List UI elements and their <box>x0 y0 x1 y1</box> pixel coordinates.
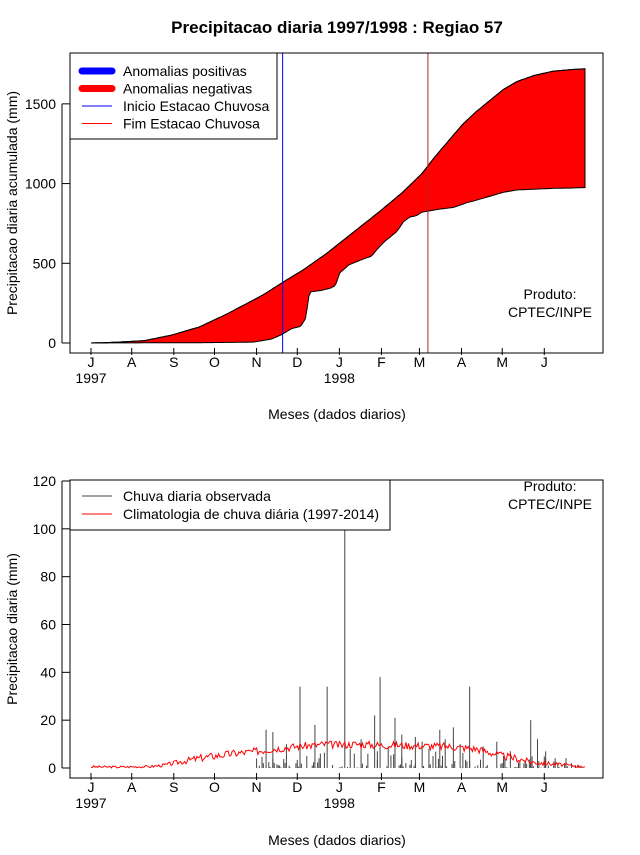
bottom-legend-label: Climatologia de chuva diária (1997-2014) <box>123 506 379 522</box>
bottom-year-label: 1998 <box>324 795 355 811</box>
bottom-y-tick-label: 60 <box>40 617 56 633</box>
bottom-y-tick-label: 100 <box>33 521 57 537</box>
bottom-plot-area <box>90 528 586 769</box>
bottom-y-tick-label: 40 <box>40 664 56 680</box>
bottom-x-tick-label: D <box>292 779 302 795</box>
bottom-x-tick-label: M <box>496 779 508 795</box>
bottom-y-tick-label: 0 <box>48 760 56 776</box>
top-year-label: 1997 <box>75 370 106 386</box>
bottom-x-axis-label: Meses (dados diarios) <box>268 832 406 848</box>
top-x-tick-label: D <box>292 354 302 370</box>
bottom-x-tick-label: S <box>169 779 178 795</box>
top-x-tick-label: A <box>127 354 137 370</box>
bottom-y-tick-label: 80 <box>40 569 56 585</box>
top-x-tick-label: O <box>209 354 220 370</box>
bottom-credit-line-2: CPTEC/INPE <box>508 496 592 512</box>
top-legend-label: Anomalias negativas <box>123 81 252 97</box>
climatology-cumulative-line <box>90 68 586 344</box>
bottom-legend: Chuva diaria observada Climatologia de ch… <box>69 479 391 531</box>
top-plot-frame <box>69 52 604 354</box>
top-y-tick-label: 0 <box>48 335 56 351</box>
bottom-y-axis-label: Precipitacao diaria (mm) <box>4 553 20 705</box>
bottom-x-tick-label: J <box>541 779 548 795</box>
top-x-tick-label: S <box>169 354 178 370</box>
bottom-y-tick-label: 120 <box>33 473 57 489</box>
bottom-x-tick-label: F <box>377 779 386 795</box>
chart-title: Precipitacao diaria 1997/1998 : Regiao 5… <box>171 18 503 37</box>
top-y-axis-label: Precipitacao diaria acumulada (mm) <box>4 91 20 315</box>
top-x-tick-label: J <box>336 354 343 370</box>
top-legend-label: Fim Estacao Chuvosa <box>123 116 260 132</box>
top-x-tick-label: N <box>252 354 262 370</box>
bottom-credit-line-1: Produto: <box>524 478 577 494</box>
top-y-tick-label: 1000 <box>25 176 56 192</box>
top-x-axis-label: Meses (dados diarios) <box>268 406 406 422</box>
top-year-label: 1998 <box>324 370 355 386</box>
top-x-tick-label: A <box>457 354 467 370</box>
top-legend-label: Inicio Estacao Chuvosa <box>123 98 270 114</box>
top-legend: Anomalias positivas Anomalias negativasIn… <box>69 52 278 140</box>
bottom-x-tick-label: A <box>457 779 467 795</box>
bottom-x-tick-label: J <box>336 779 343 795</box>
climatology-daily-line <box>90 739 586 769</box>
bottom-legend-box <box>69 479 391 531</box>
top-x-tick-label: M <box>496 354 508 370</box>
top-plot-area <box>90 53 586 353</box>
bottom-y-tick-label: 20 <box>40 712 56 728</box>
top-legend-label: Anomalias positivas <box>123 63 247 79</box>
top-credit-line-1: Produto: <box>524 286 577 302</box>
bottom-x-tick-label: M <box>414 779 426 795</box>
top-x-tick-label: F <box>377 354 386 370</box>
bottom-x-tick-label: A <box>127 779 137 795</box>
top-legend-box <box>69 52 278 140</box>
top-x-tick-label: J <box>88 354 95 370</box>
top-x-tick-label: M <box>414 354 426 370</box>
top-y-tick-label: 1500 <box>25 96 56 112</box>
bottom-legend-label: Chuva diaria observada <box>123 488 271 504</box>
top-credit-line-2: CPTEC/INPE <box>508 304 592 320</box>
top-y-tick-label: 500 <box>33 255 57 271</box>
bottom-year-label: 1997 <box>75 795 106 811</box>
bottom-x-tick-label: N <box>252 779 262 795</box>
bottom-x-tick-label: J <box>88 779 95 795</box>
bottom-x-tick-label: O <box>209 779 220 795</box>
top-x-tick-label: J <box>541 354 548 370</box>
